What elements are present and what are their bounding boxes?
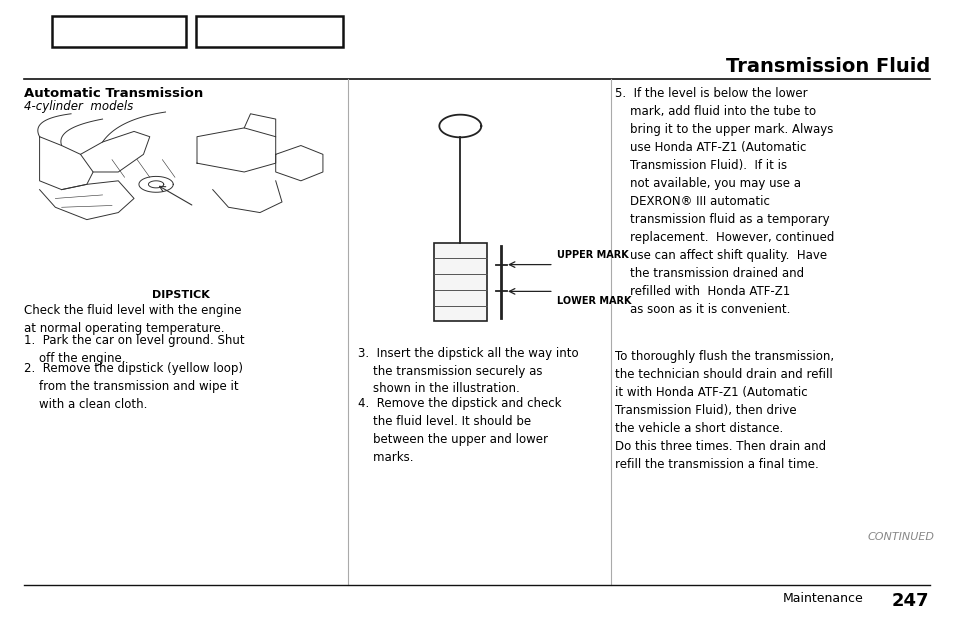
Text: 2.  Remove the dipstick (yellow loop)
    from the transmission and wipe it
    : 2. Remove the dipstick (yellow loop) fro… [24,362,243,411]
Text: 3.  Insert the dipstick all the way into
    the transmission securely as
    sh: 3. Insert the dipstick all the way into … [357,346,578,396]
Text: UPPER MARK: UPPER MARK [557,250,628,260]
Text: 247: 247 [891,592,928,610]
Text: Automatic Transmission: Automatic Transmission [24,87,203,100]
Bar [52,16,186,47]
Text: Maintenance: Maintenance [781,592,862,605]
Text: 4-cylinder  models: 4-cylinder models [24,100,133,113]
Bar [433,243,486,321]
Text: 4.  Remove the dipstick and check
    the fluid level. It should be
    between : 4. Remove the dipstick and check the flu… [357,397,560,464]
Text: DIPSTICK: DIPSTICK [152,290,210,300]
Text: To thoroughly flush the transmission,
the technician should drain and refill
it : To thoroughly flush the transmission, th… [615,350,834,471]
Text: Transmission Fluid: Transmission Fluid [725,57,929,76]
Text: Check the fluid level with the engine
at normal operating temperature.: Check the fluid level with the engine at… [24,304,241,335]
Text: CONTINUED: CONTINUED [867,532,934,542]
Text: 1.  Park the car on level ground. Shut
    off the engine.: 1. Park the car on level ground. Shut of… [24,334,244,365]
Text: 5.  If the level is below the lower
    mark, add fluid into the tube to
    bri: 5. If the level is below the lower mark,… [615,87,834,316]
Bar [195,16,343,47]
Text: LOWER MARK: LOWER MARK [557,296,631,306]
